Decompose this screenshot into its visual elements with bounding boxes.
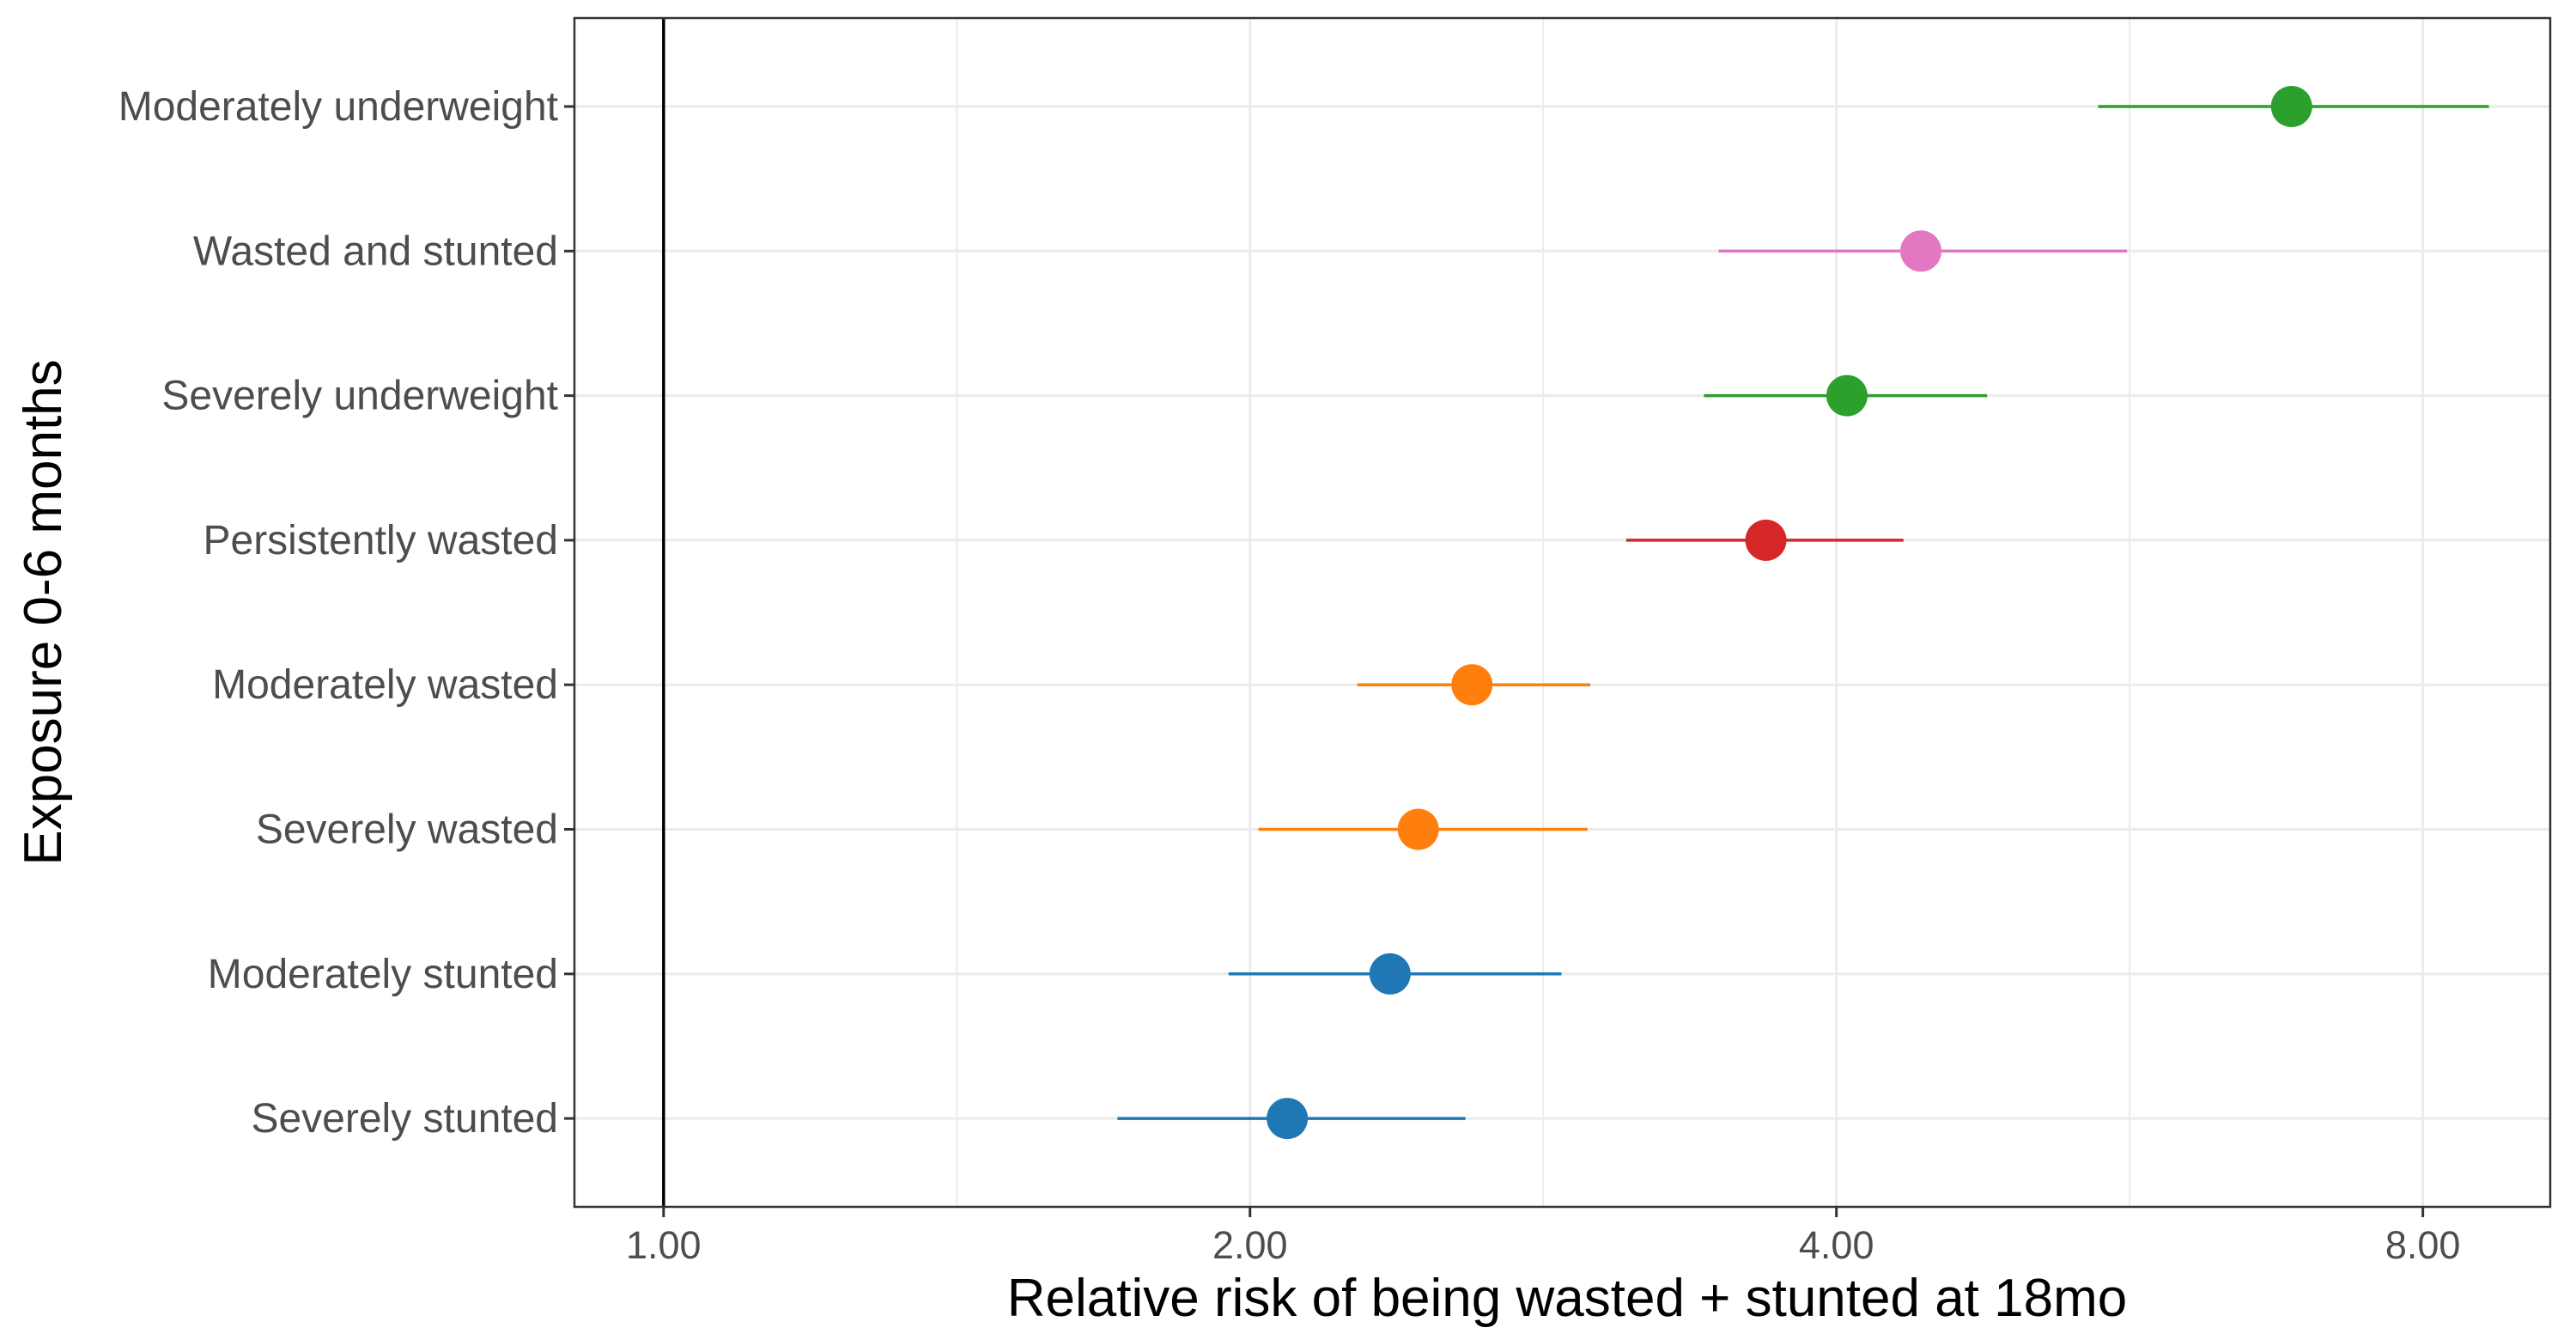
point-estimate xyxy=(1369,953,1411,995)
y-tick-label: Wasted and stunted xyxy=(193,228,558,274)
y-axis-title: Exposure 0-6 months xyxy=(14,359,73,865)
y-tick-label: Persistently wasted xyxy=(203,518,558,563)
grid-layer xyxy=(574,18,2550,1207)
x-tick-label: 2.00 xyxy=(1212,1223,1288,1267)
x-tick-label: 1.00 xyxy=(626,1223,702,1267)
y-tick-label: Moderately underweight xyxy=(118,84,558,130)
marks-layer xyxy=(1117,86,2489,1140)
x-axis-title: Relative risk of being wasted + stunted … xyxy=(1007,1269,2127,1328)
x-tick-label: 8.00 xyxy=(2385,1223,2461,1267)
point-estimate xyxy=(1267,1098,1309,1140)
point-estimate xyxy=(2270,86,2312,127)
x-tick-label: 4.00 xyxy=(1799,1223,1874,1267)
plot-panel-border xyxy=(573,16,2552,1209)
y-tick-label: Severely underweight xyxy=(161,374,558,419)
y-tick-label: Severely stunted xyxy=(251,1096,558,1142)
axis-layer: Moderately underweight Wasted and stunted… xyxy=(118,84,2461,1267)
point-estimate xyxy=(1397,808,1439,850)
point-estimate xyxy=(1900,230,1942,272)
y-tick-label: Moderately stunted xyxy=(208,952,558,997)
point-estimate xyxy=(1451,664,1493,706)
y-tick-label: Moderately wasted xyxy=(212,662,558,708)
y-tick-label: Severely wasted xyxy=(256,807,558,853)
point-estimate xyxy=(1826,375,1868,417)
point-estimate xyxy=(1745,519,1787,561)
